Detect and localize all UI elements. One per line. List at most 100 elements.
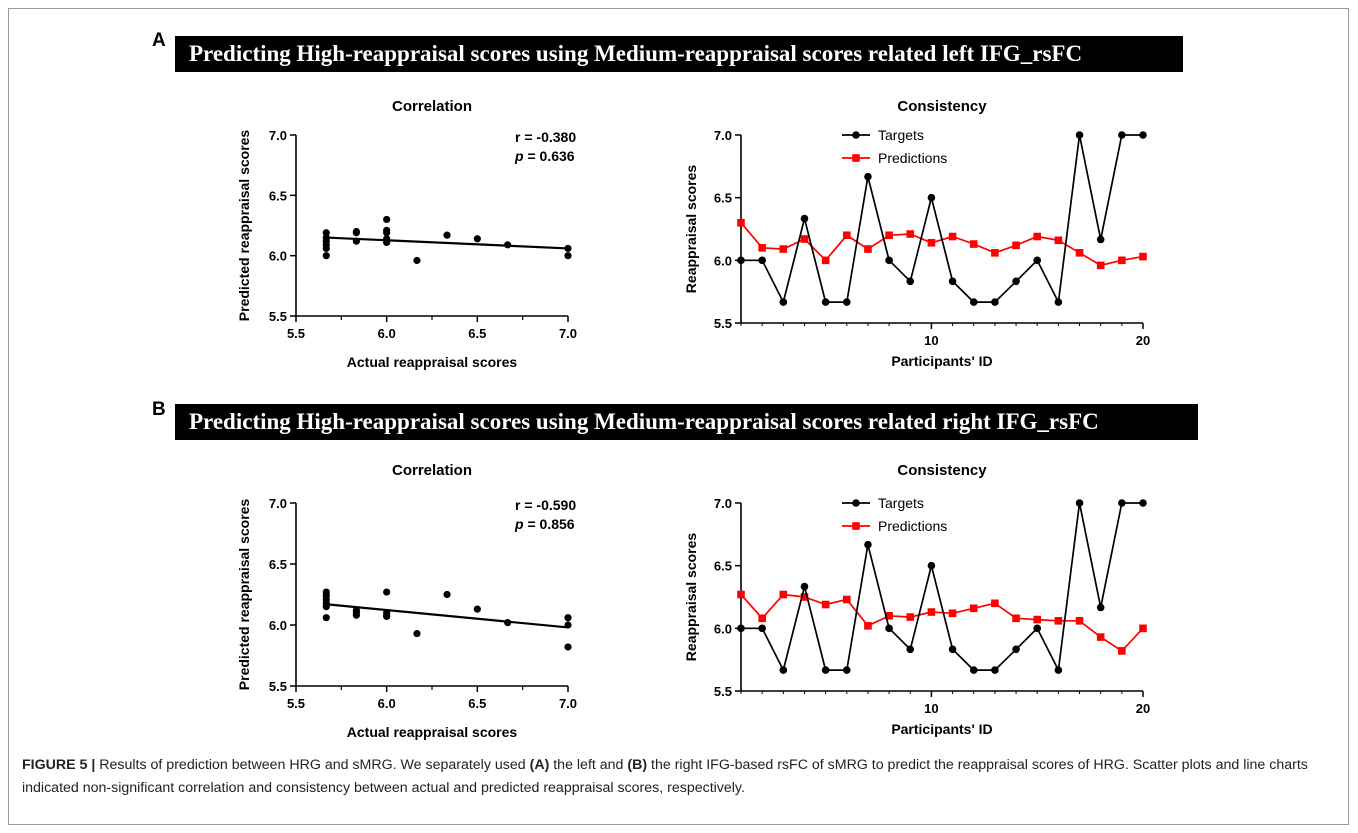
chart3-series-predictions-point bbox=[906, 613, 915, 621]
chart3-series-predictions-point bbox=[737, 590, 745, 599]
chart2-annotation-r: r = -0.590 bbox=[515, 497, 576, 513]
chart0-fit-line bbox=[326, 236, 569, 250]
chart3-series-targets-point bbox=[969, 666, 978, 674]
chart0-scatter-point bbox=[383, 226, 391, 234]
chart2-y-tick-label: 7.0 bbox=[269, 496, 287, 511]
panel-b-letter: B bbox=[152, 399, 166, 420]
chart2-fit-line bbox=[326, 603, 569, 629]
chart3-series-targets-point bbox=[885, 624, 893, 633]
chart3-series-targets-point bbox=[1054, 666, 1063, 674]
chart2-scatter-point bbox=[564, 614, 572, 622]
chart3-series-predictions-point bbox=[1033, 615, 1042, 624]
chart0-annotation-p-value: = 0.636 bbox=[524, 148, 575, 164]
chart1-series-predictions-point bbox=[842, 231, 851, 240]
chart3-y-axis-label: Reappraisal scores bbox=[683, 533, 699, 662]
chart2-scatter-point bbox=[413, 629, 421, 638]
chart3-series-targets-point bbox=[800, 582, 809, 591]
chart1-title: Consistency bbox=[897, 98, 987, 115]
chart1-series-predictions-point bbox=[821, 256, 830, 265]
chart3-series-predictions-point bbox=[1054, 617, 1063, 625]
chart1-series-predictions-point bbox=[1075, 249, 1084, 257]
chart3-title: Consistency bbox=[897, 462, 987, 479]
chart3-series-predictions-point bbox=[1096, 633, 1105, 641]
chart3-series-targets-line bbox=[741, 502, 1143, 673]
chart1-y-tick-label: 6.5 bbox=[714, 191, 732, 206]
chart3-series-predictions-point bbox=[821, 600, 830, 609]
chart0-y-tick-label: 6.0 bbox=[269, 249, 287, 264]
chart1-series-predictions-point bbox=[906, 230, 915, 238]
caption-text-1: Results of prediction between HRG and sM… bbox=[95, 757, 530, 773]
chart3-series-predictions-point bbox=[1118, 647, 1126, 655]
chart3-series-predictions-point bbox=[991, 599, 999, 608]
chart2-scatter-point bbox=[473, 605, 481, 613]
chart0-scatter-point bbox=[352, 227, 360, 236]
chart0-scatter-point bbox=[473, 235, 481, 243]
chart0-scatter-point bbox=[504, 241, 512, 249]
chart0-scatter-point bbox=[322, 229, 330, 237]
chart2-scatter-point bbox=[564, 643, 572, 651]
chart1-y-tick-label: 7.0 bbox=[714, 128, 732, 143]
chart0-x-tick-label: 5.5 bbox=[287, 326, 305, 341]
chart2-annotation-p-symbol: p bbox=[514, 516, 524, 532]
chart1-series-predictions-point bbox=[1012, 241, 1020, 250]
chart1-series-predictions-point bbox=[864, 245, 872, 253]
chart3-series-targets-point bbox=[991, 666, 999, 674]
chart0-scatter-point bbox=[413, 256, 421, 265]
chart1-series-predictions-point bbox=[779, 245, 788, 253]
chart3-series-predictions-point bbox=[948, 609, 957, 618]
figure-frame bbox=[8, 8, 1349, 825]
chart2-y-tick-label: 5.5 bbox=[269, 679, 287, 694]
chart2-scatter-point bbox=[443, 590, 451, 599]
chart2-y-tick-label: 6.0 bbox=[269, 618, 287, 633]
chart1-x-tick-label: 10 bbox=[924, 333, 938, 348]
chart1-legend-targets-marker bbox=[852, 131, 860, 139]
chart1-x-tick-label: 20 bbox=[1136, 333, 1150, 348]
chart2-x-tick-label: 5.5 bbox=[287, 696, 305, 711]
caption-text-2: the left and bbox=[549, 757, 628, 773]
chart3-series-targets-point bbox=[864, 540, 872, 549]
chart2-scatter-point bbox=[383, 609, 391, 617]
chart3-series-predictions-point bbox=[927, 608, 936, 616]
chart0-x-axis-label: Actual reappraisal scores bbox=[347, 354, 518, 370]
chart1-series-predictions-point bbox=[969, 240, 978, 248]
chart3-series-predictions-point bbox=[864, 622, 872, 630]
chart0-scatter-point bbox=[322, 252, 330, 260]
chart0-scatter-point bbox=[564, 252, 572, 260]
chart3-x-tick-label: 20 bbox=[1136, 701, 1150, 716]
chart3-legend-predictions-label: Predictions bbox=[878, 518, 947, 534]
chart3-series-predictions-point bbox=[779, 590, 788, 599]
chart3-series-predictions-point bbox=[800, 593, 809, 601]
chart3-legend-targets-marker bbox=[852, 499, 860, 507]
chart1-legend-predictions-label: Predictions bbox=[878, 150, 947, 166]
chart1-series-targets-point bbox=[1054, 298, 1063, 306]
chart1-series-predictions-point bbox=[948, 232, 957, 241]
chart2-y-tick-label: 6.5 bbox=[269, 557, 287, 572]
chart0-annotation-p-symbol: p bbox=[514, 148, 524, 164]
chart0-annotation-r: r = -0.380 bbox=[515, 129, 576, 145]
chart1-series-targets-point bbox=[842, 298, 851, 306]
chart1-series-targets-point bbox=[800, 214, 809, 223]
chart3-series-targets-point bbox=[906, 645, 915, 654]
chart2-scatter-point bbox=[383, 588, 391, 596]
chart3-x-tick-label: 10 bbox=[924, 701, 938, 716]
chart1-series-predictions-point bbox=[991, 249, 999, 257]
chart1-series-predictions-point bbox=[737, 218, 745, 227]
chart1-series-targets-point bbox=[737, 256, 745, 265]
chart3-legend-targets-label: Targets bbox=[878, 495, 924, 511]
chart1-series-targets-line bbox=[741, 134, 1143, 305]
chart3-series-targets-point bbox=[927, 561, 936, 570]
chart2-scatter-point bbox=[352, 606, 360, 614]
chart2-scatter-point bbox=[564, 621, 572, 629]
chart1-series-targets-point bbox=[969, 298, 978, 306]
chart1-series-targets-point bbox=[927, 193, 936, 202]
chart0-scatter-point bbox=[564, 244, 572, 253]
chart1-legend-predictions-marker bbox=[852, 154, 860, 162]
chart2-scatter-point bbox=[504, 618, 512, 627]
chart1-series-predictions-point bbox=[927, 238, 936, 247]
chart0-scatter-point bbox=[383, 235, 391, 243]
caption-label: FIGURE 5 | bbox=[22, 757, 96, 773]
chart0-x-tick-label: 7.0 bbox=[559, 326, 577, 341]
chart1-legend-targets-label: Targets bbox=[878, 127, 924, 143]
chart3-y-tick-label: 6.0 bbox=[714, 621, 732, 636]
